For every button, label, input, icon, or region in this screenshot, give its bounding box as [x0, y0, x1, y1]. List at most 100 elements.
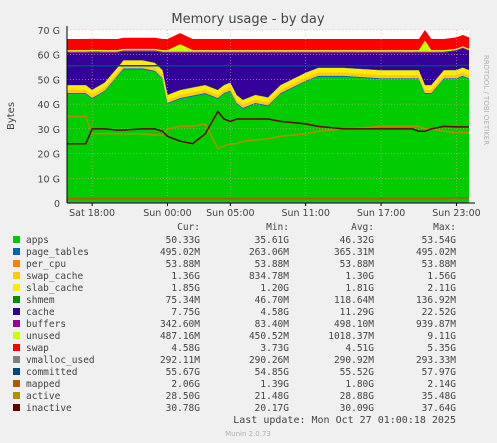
- legend-value-cur: 292.11M: [160, 355, 200, 366]
- legend-label: active: [26, 391, 61, 402]
- legend-label: buffers: [26, 319, 66, 330]
- legend-value-max: 53.54G: [422, 235, 457, 246]
- legend-value-cur: 30.78G: [166, 403, 201, 414]
- legend-value-avg: 4.51G: [345, 343, 374, 354]
- legend-value-min: 1.39G: [260, 379, 289, 390]
- legend-value-cur: 2.06G: [171, 379, 200, 390]
- legend-value-avg: 1.80G: [345, 379, 374, 390]
- legend-label: committed: [26, 367, 77, 378]
- area-swap_cache: [67, 65, 469, 108]
- footer: Munin 2.0.73: [225, 430, 271, 438]
- legend-value-avg: 46.32G: [340, 235, 375, 246]
- legend-swatch: [13, 344, 20, 351]
- legend-value-min: 53.88M: [255, 259, 290, 270]
- legend-label: page_tables: [26, 247, 89, 258]
- legend-value-cur: 75.34M: [166, 295, 201, 306]
- y-axis-label: Bytes: [6, 102, 17, 130]
- legend-swatch: [13, 284, 20, 291]
- legend-value-cur: 50.33G: [166, 235, 201, 246]
- legend-value-min: 3.73G: [260, 343, 289, 354]
- y-tick-label: 30 G: [38, 125, 60, 136]
- legend-label: cache: [26, 307, 55, 318]
- legend-value-cur: 28.50G: [166, 391, 201, 402]
- legend-swatch: [13, 332, 20, 339]
- legend-value-max: 57.97G: [422, 367, 457, 378]
- legend-value-avg: 53.88M: [340, 259, 375, 270]
- legend-swatch: [13, 392, 20, 399]
- legend-value-max: 939.87M: [416, 319, 456, 330]
- legend-value-min: 54.85G: [255, 367, 290, 378]
- legend-swatch: [13, 404, 20, 411]
- legend-value-max: 22.52G: [422, 307, 457, 318]
- side-label: RRDTOOL / TOBI OETIKER: [482, 55, 490, 145]
- legend-value-max: 2.11G: [427, 283, 456, 294]
- legend-label: per_cpu: [26, 259, 66, 270]
- legend-value-cur: 53.88M: [166, 259, 201, 270]
- legend-swatch: [13, 380, 20, 387]
- legend-value-min: 290.26M: [249, 355, 289, 366]
- legend-value-avg: 365.31M: [334, 247, 374, 258]
- line-active: [67, 115, 469, 150]
- legend-value-max: 37.64G: [422, 403, 457, 414]
- y-tick-label: 0: [54, 199, 60, 210]
- y-tick-label: 20 G: [38, 150, 60, 161]
- legend-value-max: 35.48G: [422, 391, 457, 402]
- legend-value-cur: 1.36G: [171, 271, 200, 282]
- legend-label: vmalloc_used: [26, 355, 95, 366]
- y-tick-label: 60 G: [38, 51, 60, 62]
- area-apps: [67, 69, 469, 203]
- legend-value-cur: 55.67G: [166, 367, 201, 378]
- x-tick-label: Sun 23:00: [432, 208, 480, 219]
- area-unused: [67, 40, 469, 52]
- legend-value-cur: 495.02M: [160, 247, 200, 258]
- legend-swatch: [13, 272, 20, 279]
- legend-value-min: 834.78M: [249, 271, 289, 282]
- legend-value-avg: 28.88G: [340, 391, 375, 402]
- legend-value-avg: 498.10M: [334, 319, 374, 330]
- legend-label: mapped: [26, 379, 60, 390]
- x-tick-label: Sun 11:00: [281, 208, 329, 219]
- legend-value-max: 2.14G: [427, 379, 456, 390]
- legend-value-avg: 30.09G: [340, 403, 375, 414]
- legend-swatch: [13, 320, 20, 327]
- y-tick-label: 40 G: [38, 100, 60, 111]
- x-tick-label: Sun 05:00: [206, 208, 254, 219]
- legend-value-avg: 118.64M: [334, 295, 374, 306]
- x-tick-label: Sun 00:00: [143, 208, 191, 219]
- legend-value-max: 5.35G: [427, 343, 456, 354]
- legend-value-min: 1.20G: [260, 283, 289, 294]
- legend-swatch: [13, 356, 20, 363]
- y-tick-label: 10 G: [38, 174, 60, 185]
- legend-value-avg: 55.52G: [340, 367, 375, 378]
- legend-value-min: 4.58G: [260, 307, 289, 318]
- x-tick-label: Sun 17:00: [357, 208, 405, 219]
- legend-value-min: 35.61G: [255, 235, 290, 246]
- legend-value-max: 53.88M: [422, 259, 457, 270]
- legend-swatch: [13, 296, 20, 303]
- legend-value-min: 46.70M: [255, 295, 290, 306]
- line-inactive: [67, 110, 469, 145]
- legend-value-max: 1.56G: [427, 271, 456, 282]
- legend-value-avg: 1.81G: [345, 283, 374, 294]
- legend-swatch: [13, 308, 20, 315]
- y-tick-label: 50 G: [38, 75, 60, 86]
- legend-value-max: 495.02M: [416, 247, 456, 258]
- last-update: Last update: Mon Oct 27 01:00:18 2025: [233, 415, 456, 426]
- legend-value-avg: 1018.37M: [328, 331, 374, 342]
- legend-label: swap_cache: [26, 271, 83, 282]
- line-mapped: [67, 197, 469, 200]
- legend-header-avg: Avg:: [351, 222, 374, 233]
- legend-label: unused: [26, 331, 60, 342]
- legend-label: shmem: [26, 295, 55, 306]
- legend-value-max: 293.33M: [416, 355, 456, 366]
- legend-label: slab_cache: [26, 283, 83, 294]
- legend-swatch: [13, 248, 20, 255]
- area-cache: [67, 48, 469, 100]
- y-tick-label: 70 G: [38, 26, 60, 37]
- x-tick-label: Sat 18:00: [69, 208, 115, 219]
- legend-value-cur: 342.60M: [160, 319, 200, 330]
- legend-value-min: 263.06M: [249, 247, 289, 258]
- legend-value-min: 21.48G: [255, 391, 290, 402]
- legend-header-max: Max:: [433, 222, 456, 233]
- legend-value-min: 450.52M: [249, 331, 289, 342]
